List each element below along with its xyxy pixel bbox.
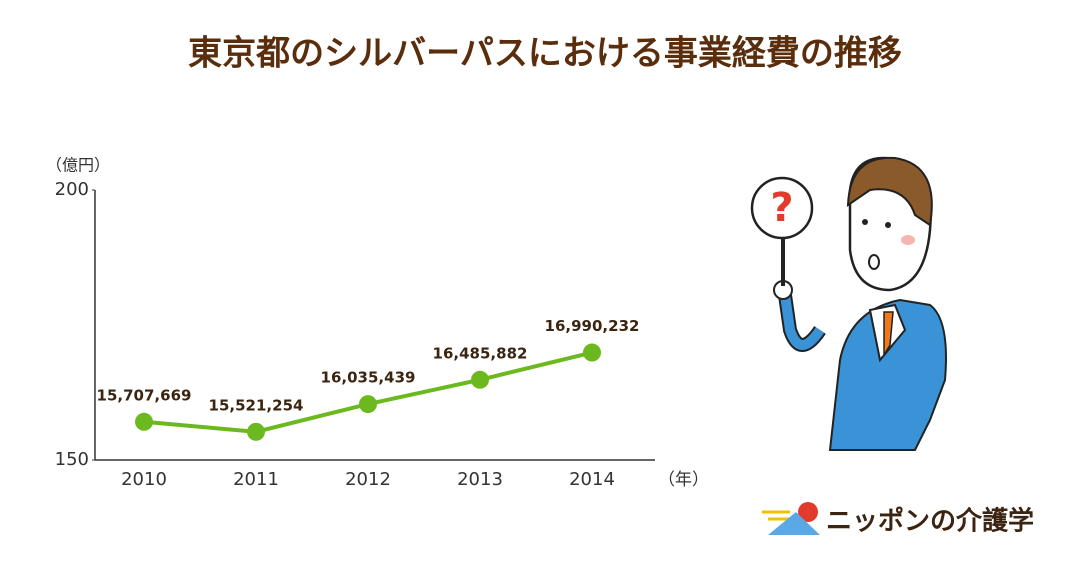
data-label: 16,485,882 — [433, 344, 528, 362]
point — [135, 412, 153, 431]
x-axis-label: （年） — [658, 470, 709, 490]
data-label: 16,990,232 — [545, 317, 640, 335]
illustration: ? — [750, 156, 947, 451]
sign-text: ? — [770, 185, 793, 231]
data-label: 15,521,254 — [209, 396, 304, 414]
point — [359, 395, 377, 414]
x-tick-label: 2011 — [233, 469, 279, 490]
x-tick-label: 2010 — [121, 469, 167, 490]
point — [471, 370, 489, 389]
y-tick-label: 200 — [55, 179, 89, 200]
y-tick-label: 150 — [55, 449, 89, 470]
x-tick-label: 2014 — [569, 469, 615, 490]
chart-title: 東京都のシルバーパスにおける事業経費の推移 — [188, 34, 902, 74]
point — [583, 343, 601, 362]
x-tick-label: 2012 — [345, 469, 391, 490]
data-label: 16,035,439 — [321, 369, 416, 387]
point — [247, 422, 265, 441]
line — [143, 350, 593, 434]
data-label: 15,707,669 — [97, 386, 192, 404]
logo: ニッポンの介護学 — [762, 502, 1034, 537]
x-tick-label: 2013 — [457, 469, 503, 490]
logo-text: ニッポンの介護学 — [826, 506, 1034, 537]
y-axis-label: （億円） — [46, 156, 110, 175]
